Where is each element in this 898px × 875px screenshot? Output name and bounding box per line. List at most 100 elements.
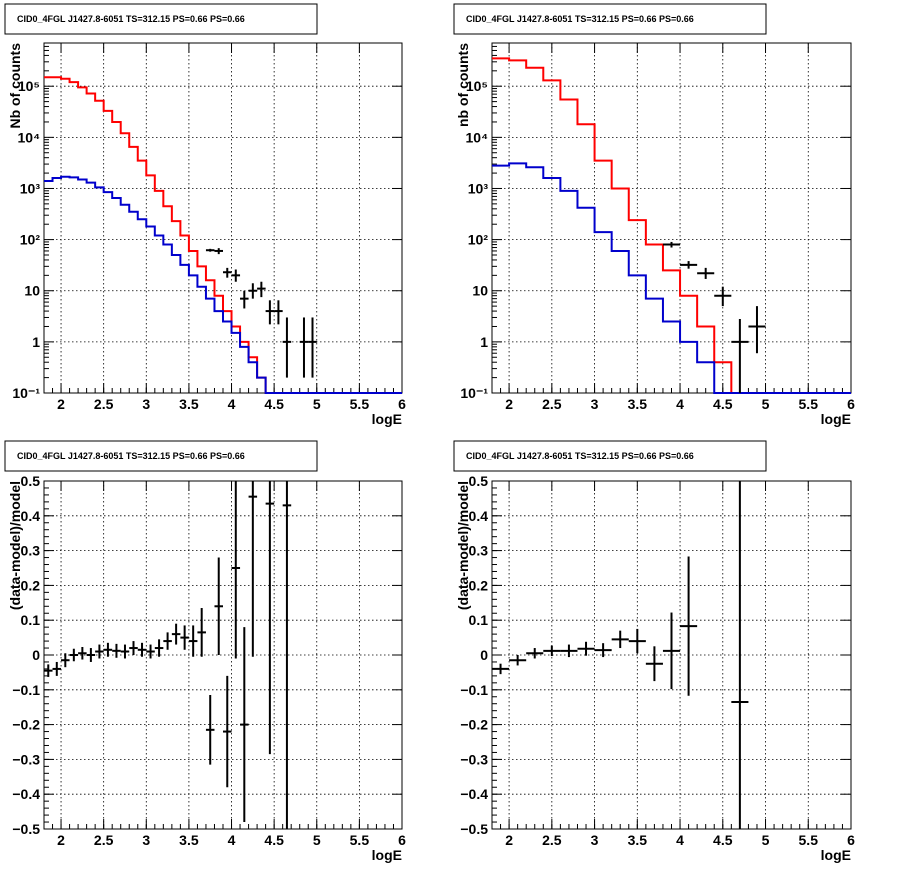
residuals-panel-left: CID0_4FGL J1427.8-6051 TS=312.15 PS=0.66…: [4, 440, 406, 863]
x-tick-label: 5: [762, 396, 770, 412]
y-axis-title: (data-model)/model: [455, 481, 471, 610]
y-tick-label: 10⁵: [18, 78, 40, 94]
y-tick-label: 10²: [468, 232, 489, 248]
y-tick-label: 1: [480, 334, 488, 350]
y-tick-label: 0.5: [469, 473, 489, 489]
x-tick-label: 6: [398, 832, 406, 848]
component-model-histogram: [492, 162, 851, 394]
counts-panel-right: CID0_4FGL J1427.8-6051 TS=312.15 PS=0.66…: [453, 3, 855, 427]
x-tick-label: 4.5: [713, 832, 733, 848]
x-tick-label: 4.5: [264, 396, 284, 412]
y-tick-label: −0.5: [12, 821, 40, 837]
x-tick-label: 2: [57, 396, 65, 412]
y-tick-label: 0.2: [469, 577, 489, 593]
y-tick-label: −0.5: [460, 821, 488, 837]
x-tick-label: 5: [313, 396, 321, 412]
chart-title: CID0_4FGL J1427.8-6051 TS=312.15 PS=0.66…: [466, 14, 694, 24]
y-axis-title: Nb of counts: [7, 43, 23, 129]
x-tick-label: 4: [228, 396, 236, 412]
y-tick-label: −0.4: [12, 786, 40, 802]
y-tick-label: 0.1: [21, 612, 41, 628]
x-tick-label: 4.5: [713, 396, 733, 412]
total-model-histogram: [44, 76, 402, 394]
x-axis-title: logE: [821, 847, 851, 863]
x-tick-label: 5.5: [799, 396, 819, 412]
x-tick-label: 3: [142, 832, 150, 848]
x-tick-label: 2.5: [542, 396, 562, 412]
y-tick-label: 0.2: [21, 577, 41, 593]
y-tick-label: 0.3: [21, 543, 41, 559]
x-tick-label: 5.5: [350, 396, 370, 412]
y-tick-label: 0.5: [21, 473, 41, 489]
x-tick-label: 3.5: [628, 832, 648, 848]
y-tick-label: 1: [32, 334, 40, 350]
plot-frame: [491, 42, 852, 394]
y-tick-label: 10²: [20, 232, 41, 248]
title-box: [4, 440, 318, 472]
y-tick-label: −0.1: [12, 682, 40, 698]
grid-lines: [492, 43, 851, 393]
x-tick-label: 2: [505, 832, 513, 848]
y-axis-title: nb of counts: [455, 43, 471, 127]
title-box: [4, 3, 318, 35]
total-model-histogram: [492, 57, 851, 394]
y-tick-label: 10: [472, 283, 488, 299]
chart-title: CID0_4FGL J1427.8-6051 TS=312.15 PS=0.66…: [17, 451, 245, 461]
y-tick-label: −0.2: [460, 717, 488, 733]
y-tick-label: 0.4: [21, 508, 41, 524]
x-tick-label: 3.5: [179, 832, 199, 848]
x-tick-label: 3: [591, 396, 599, 412]
y-tick-label: 0.3: [469, 543, 489, 559]
y-axis-title: (data-model)/model: [7, 481, 23, 610]
grid-lines: [44, 481, 402, 829]
x-tick-label: 5.5: [350, 832, 370, 848]
x-tick-label: 3.5: [179, 396, 199, 412]
y-tick-label: 0.1: [469, 612, 489, 628]
x-tick-label: 2.5: [94, 832, 114, 848]
y-tick-label: 0: [480, 647, 488, 663]
x-tick-label: 2.5: [542, 832, 562, 848]
y-tick-label: 10⁻¹: [460, 385, 488, 401]
y-tick-label: −0.4: [460, 786, 488, 802]
x-tick-label: 3: [142, 396, 150, 412]
x-tick-label: 2.5: [94, 396, 114, 412]
x-axis-title: logE: [821, 411, 851, 427]
y-tick-label: 10⁵: [466, 78, 488, 94]
x-axis-title: logE: [372, 847, 402, 863]
chart-title: CID0_4FGL J1427.8-6051 TS=312.15 PS=0.66…: [466, 451, 694, 461]
residuals-panel-right: CID0_4FGL J1427.8-6051 TS=312.15 PS=0.66…: [453, 440, 855, 863]
y-tick-label: 0: [32, 647, 40, 663]
y-tick-label: 10³: [20, 180, 41, 196]
y-tick-label: −0.3: [12, 751, 40, 767]
x-tick-label: 4: [676, 396, 684, 412]
title-box: [453, 3, 767, 35]
x-tick-label: 3.5: [628, 396, 648, 412]
x-tick-label: 5: [313, 832, 321, 848]
title-box: [453, 440, 767, 472]
chart-title: CID0_4FGL J1427.8-6051 TS=312.15 PS=0.66…: [17, 14, 245, 24]
counts-panel-left: CID0_4FGL J1427.8-6051 TS=312.15 PS=0.66…: [4, 3, 406, 427]
x-tick-label: 2: [505, 396, 513, 412]
y-tick-label: −0.2: [12, 717, 40, 733]
plot-frame: [43, 42, 403, 394]
y-tick-label: 10⁻¹: [12, 385, 40, 401]
y-tick-label: −0.3: [460, 751, 488, 767]
x-tick-label: 6: [398, 396, 406, 412]
x-tick-label: 3: [591, 832, 599, 848]
y-tick-label: 10⁴: [18, 129, 41, 145]
grid-lines: [44, 43, 402, 393]
x-tick-label: 4: [228, 832, 236, 848]
y-tick-label: 0.4: [469, 508, 489, 524]
x-tick-label: 5: [762, 832, 770, 848]
y-tick-label: 10: [24, 283, 40, 299]
y-tick-label: 10³: [468, 180, 489, 196]
x-tick-label: 6: [847, 396, 855, 412]
x-tick-label: 2: [57, 832, 65, 848]
x-tick-label: 6: [847, 832, 855, 848]
y-tick-label: 10⁴: [466, 129, 489, 145]
component-model-histogram: [44, 175, 402, 394]
y-tick-label: −0.1: [460, 682, 488, 698]
x-tick-label: 4.5: [264, 832, 284, 848]
x-tick-label: 4: [676, 832, 684, 848]
